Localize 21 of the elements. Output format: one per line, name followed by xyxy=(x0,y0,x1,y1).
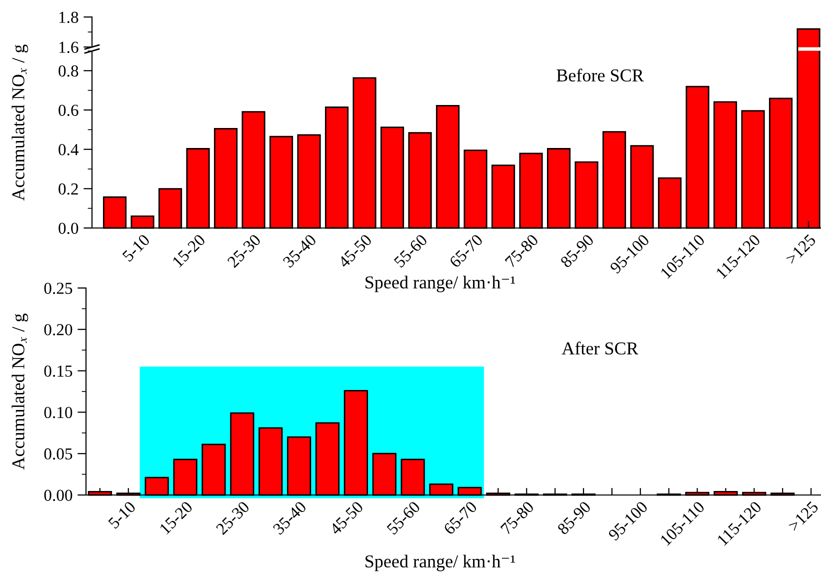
y-tick-label: 0.10 xyxy=(44,406,72,418)
y-tick-label: 0.15 xyxy=(44,366,72,377)
y-tick-label: 0.00 xyxy=(44,490,72,502)
y-tick-label: 0.20 xyxy=(44,324,72,336)
x-axis-title: Speed range/ km·h⁻¹ xyxy=(366,554,516,572)
y-tick-label: 1.8 xyxy=(59,12,78,24)
y-tick-label: 0.8 xyxy=(58,65,78,77)
annotation: After SCR xyxy=(562,342,638,355)
y-tick-label: 0.25 xyxy=(44,282,72,294)
x-axis-title: Speed range/ km·h⁻¹ xyxy=(366,276,516,292)
y-axis-title: Accumulated NO$_{x}$ / g xyxy=(12,44,28,201)
y-tick-label: 0.2 xyxy=(58,183,78,195)
y-tick-label: 0.6 xyxy=(58,104,78,116)
y-axis-title: Accumulated NO$_{x}$ / g xyxy=(12,314,28,470)
y-tick-label: 0.0 xyxy=(58,222,78,234)
y-tick-label: 1.6 xyxy=(59,42,78,54)
annotation: Before SCR xyxy=(556,68,644,82)
y-tick-label: 0.4 xyxy=(58,144,79,156)
x-tick-label: 5-10 xyxy=(108,500,136,530)
y-tick-label: 0.05 xyxy=(44,448,72,460)
x-tick-label: 5-10 xyxy=(122,234,150,262)
